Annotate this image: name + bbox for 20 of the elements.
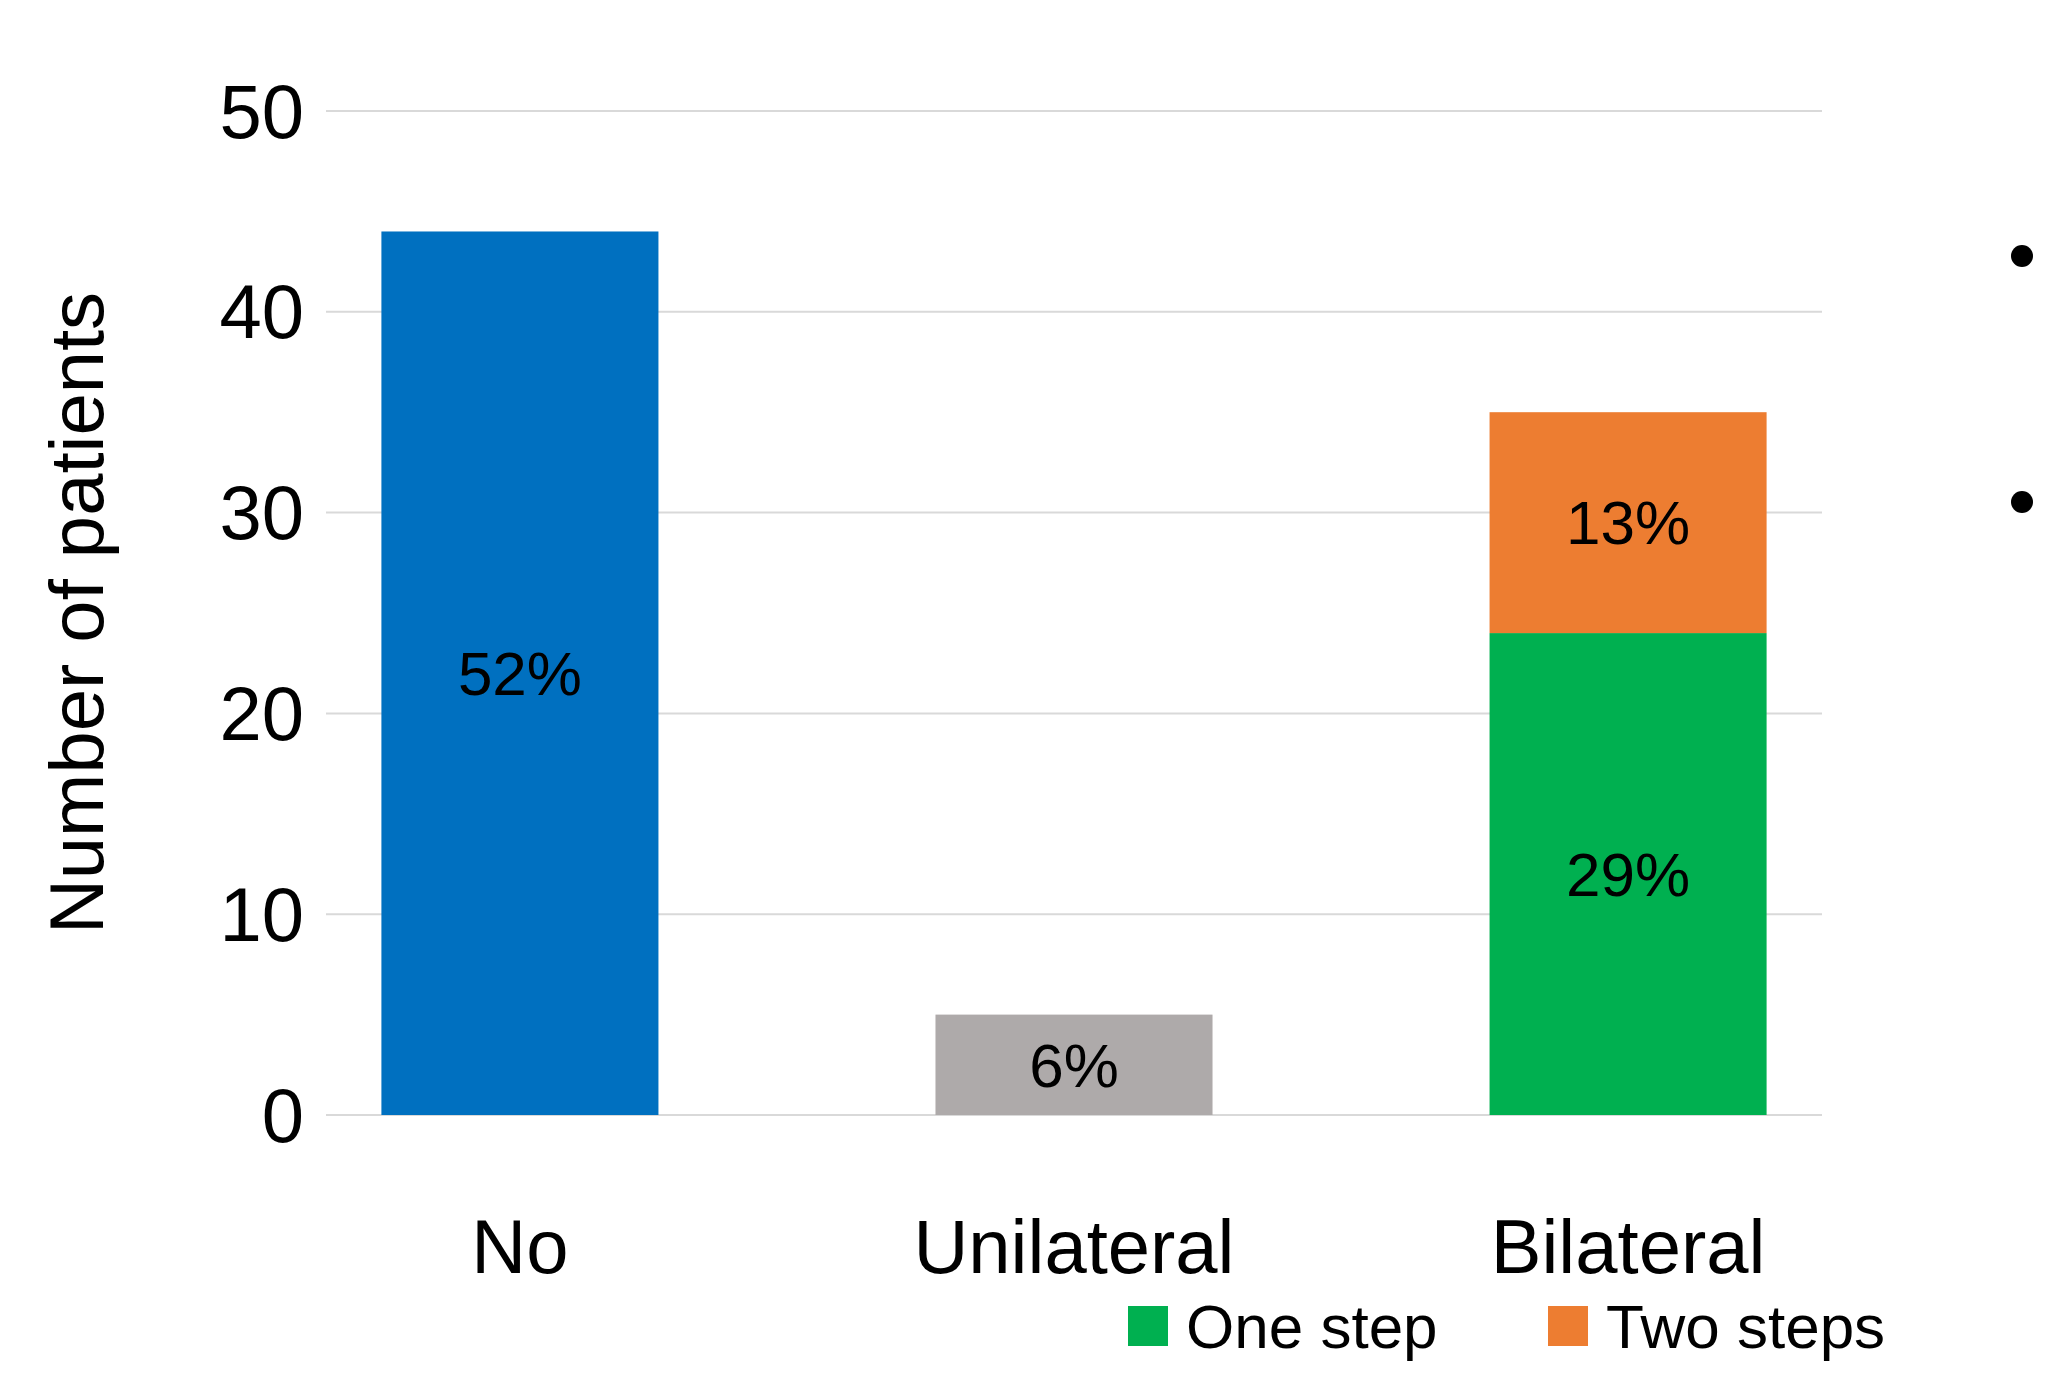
legend-label: Two steps: [1606, 1292, 1886, 1361]
y-tick-label: 20: [219, 671, 304, 756]
annotation: 29%: [1566, 839, 1691, 909]
y-tick-label: 50: [219, 68, 304, 154]
x-tick-label: No: [471, 1204, 569, 1289]
y-axis-title: Number of patients: [34, 291, 119, 935]
y-tick-label: 0: [261, 1072, 304, 1158]
y-tick-label: 30: [219, 470, 304, 556]
y-tick-label: 40: [219, 269, 304, 355]
x-tick-label: Bilateral: [1490, 1204, 1766, 1289]
bar: [1489, 633, 1767, 1115]
bar: [1489, 412, 1767, 634]
annotation: 52%: [457, 638, 582, 708]
x-tick-label: Unilateral: [913, 1204, 1235, 1289]
bar: [935, 1014, 1213, 1115]
legend-label: One step: [1186, 1292, 1438, 1361]
annotation: 13%: [1566, 488, 1691, 558]
y-tick-label: 10: [219, 871, 304, 957]
bar: [381, 231, 659, 1115]
annotation: 6%: [1029, 1030, 1119, 1100]
